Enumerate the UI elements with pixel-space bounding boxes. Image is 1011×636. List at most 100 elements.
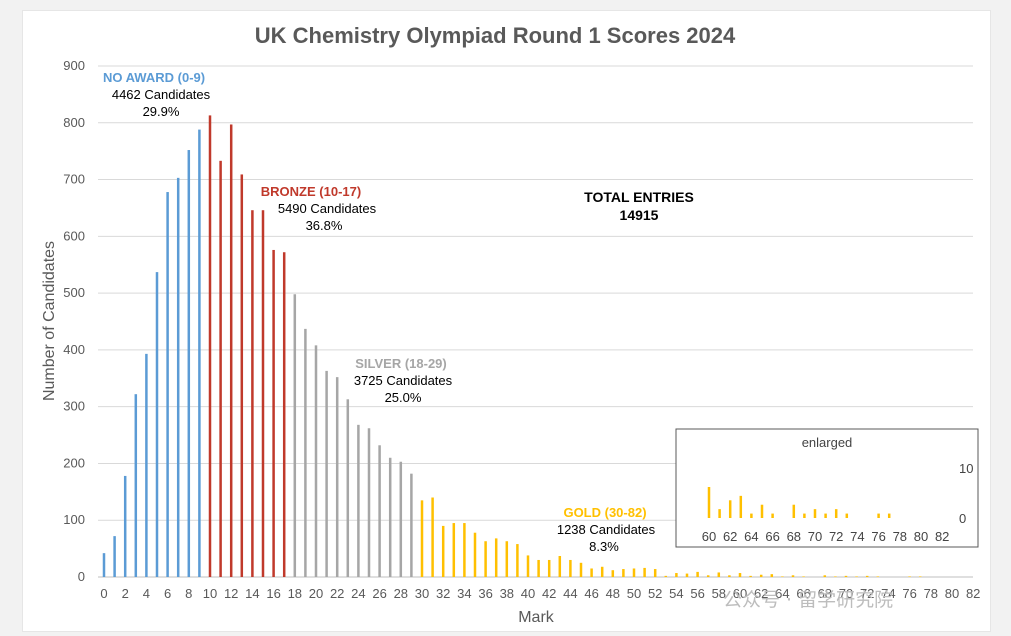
bar-mark-19 xyxy=(304,328,307,577)
x-tick-30: 30 xyxy=(415,586,429,601)
bar-mark-8 xyxy=(187,150,191,577)
x-tick-44: 44 xyxy=(563,586,577,601)
inset-bar-mark-69 xyxy=(803,513,806,518)
band-count-bronze: 5490 Candidates xyxy=(278,201,377,216)
bar-mark-38 xyxy=(505,541,509,577)
bar-mark-39 xyxy=(516,544,519,577)
bar-mark-32 xyxy=(441,525,445,577)
bar-mark-14 xyxy=(251,210,254,577)
x-axis-label: Mark xyxy=(518,609,555,626)
band-label-silver: SILVER (18-29) xyxy=(355,356,447,371)
score-distribution-chart: UK Chemistry Olympiad Round 1 Scores 202… xyxy=(41,23,980,626)
bar-mark-23 xyxy=(346,399,350,577)
bar-mark-34 xyxy=(463,523,466,577)
band-count-no-award: 4462 Candidates xyxy=(112,87,211,102)
bar-mark-24 xyxy=(357,424,360,577)
bar-mark-37 xyxy=(494,538,498,577)
bar-mark-27 xyxy=(388,457,392,577)
bar-mark-35 xyxy=(473,532,477,577)
bar-mark-36 xyxy=(484,541,487,577)
y-tick-800: 800 xyxy=(63,115,85,130)
inset-bar-mark-65 xyxy=(760,504,764,518)
bar-mark-0 xyxy=(102,553,106,577)
inset-x-tick-68: 68 xyxy=(787,529,801,544)
x-tick-18: 18 xyxy=(288,586,302,601)
inset-bar-mark-68 xyxy=(792,504,796,518)
gridlines xyxy=(98,65,973,521)
band-label-no-award: NO AWARD (0-9) xyxy=(103,70,205,85)
y-tick-400: 400 xyxy=(63,342,85,357)
inset-bar-mark-63 xyxy=(739,495,743,518)
x-tick-2: 2 xyxy=(122,586,129,601)
x-tick-4: 4 xyxy=(143,586,150,601)
x-tick-72: 72 xyxy=(860,586,874,601)
y-axis-ticks: 0 100 200 300 400 500 600 700 800 900 xyxy=(63,58,85,584)
bar-mark-5 xyxy=(155,272,159,577)
bar-mark-25 xyxy=(367,428,371,577)
x-tick-34: 34 xyxy=(457,586,471,601)
bar-mark-66 xyxy=(802,576,805,577)
x-tick-74: 74 xyxy=(881,586,895,601)
bar-mark-60 xyxy=(738,573,742,577)
bar-mark-52 xyxy=(653,569,657,577)
inset-y-tick-10: 10 xyxy=(959,461,973,476)
inset-y-tick-0: 0 xyxy=(959,511,966,526)
inset-bar-mark-70 xyxy=(813,509,817,518)
bars xyxy=(102,115,922,577)
y-tick-600: 600 xyxy=(63,228,85,243)
x-tick-14: 14 xyxy=(245,586,259,601)
inset-bar-mark-73 xyxy=(845,513,849,518)
inset-x-tick-70: 70 xyxy=(808,529,822,544)
bar-mark-65 xyxy=(791,575,795,577)
bar-mark-6 xyxy=(166,192,169,577)
x-tick-60: 60 xyxy=(733,586,747,601)
bar-mark-21 xyxy=(325,370,328,577)
y-tick-0: 0 xyxy=(78,569,85,584)
bar-mark-17 xyxy=(282,252,286,577)
inset-bar-mark-60 xyxy=(707,487,711,518)
bar-mark-20 xyxy=(314,345,318,577)
inset-bar-mark-66 xyxy=(771,513,774,518)
bar-mark-15 xyxy=(261,210,265,577)
chart-frame: UK Chemistry Olympiad Round 1 Scores 202… xyxy=(22,10,991,632)
bar-mark-11 xyxy=(219,160,222,577)
band-pct-gold: 8.3% xyxy=(589,539,619,554)
inset-x-tick-60: 60 xyxy=(702,529,716,544)
inset-bar-mark-64 xyxy=(750,513,753,518)
bar-mark-77 xyxy=(918,576,922,577)
watermark: 公众号 · 留学研究院 xyxy=(723,589,893,611)
inset-x-tick-72: 72 xyxy=(829,529,843,544)
bar-mark-64 xyxy=(781,576,784,577)
x-tick-52: 52 xyxy=(648,586,662,601)
x-tick-46: 46 xyxy=(584,586,598,601)
inset-bars xyxy=(707,487,891,518)
bar-mark-62 xyxy=(759,574,763,577)
y-tick-900: 900 xyxy=(63,58,85,73)
bar-mark-2 xyxy=(123,475,127,577)
bar-mark-69 xyxy=(834,576,837,577)
bar-mark-55 xyxy=(685,573,689,577)
bar-mark-43 xyxy=(558,555,562,577)
inset-x-tick-78: 78 xyxy=(893,529,907,544)
bar-mark-22 xyxy=(335,377,339,577)
bar-mark-73 xyxy=(876,576,880,577)
inset-x-tick-82: 82 xyxy=(935,529,949,544)
x-tick-70: 70 xyxy=(839,586,853,601)
inset-bar-mark-71 xyxy=(824,513,827,518)
bar-mark-44 xyxy=(569,559,572,577)
band-pct-bronze: 36.8% xyxy=(306,218,343,233)
bar-mark-10 xyxy=(208,115,212,577)
bar-mark-28 xyxy=(399,461,403,577)
y-tick-500: 500 xyxy=(63,285,85,300)
x-tick-62: 62 xyxy=(754,586,768,601)
band-label-bronze: BRONZE (10-17) xyxy=(261,184,361,199)
x-tick-6: 6 xyxy=(164,586,171,601)
y-tick-300: 300 xyxy=(63,399,85,414)
bar-mark-47 xyxy=(600,566,604,577)
band-annotation-no-award: NO AWARD (0-9) 4462 Candidates 29.9% xyxy=(103,70,211,119)
bar-mark-51 xyxy=(643,567,646,577)
x-tick-38: 38 xyxy=(500,586,514,601)
bar-mark-13 xyxy=(240,174,244,577)
x-tick-20: 20 xyxy=(309,586,323,601)
bar-mark-4 xyxy=(145,353,148,577)
